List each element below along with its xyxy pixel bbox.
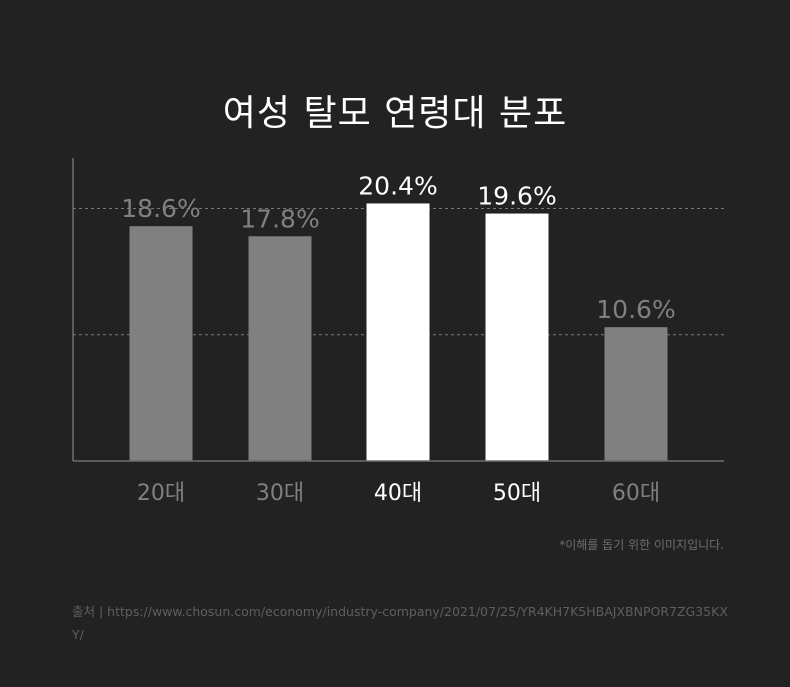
bar-60대 [604, 327, 668, 461]
value-labels: 18.6% 17.8% 20.4% 19.6% 10.6% [121, 171, 675, 324]
bar-40대 [366, 203, 430, 461]
category-label: 40대 [374, 481, 422, 506]
value-label: 10.6% [596, 295, 675, 324]
category-label: 30대 [256, 481, 304, 506]
bar-20대 [129, 226, 193, 461]
bar-30대 [248, 236, 312, 461]
chart-title: 여성 탈모 연령대 분포 [222, 93, 568, 134]
source-citation: 출처 | https://www.chosun.com/economy/indu… [72, 604, 728, 642]
value-label: 18.6% [121, 194, 200, 223]
value-label: 20.4% [358, 171, 437, 200]
category-label: 60대 [612, 481, 660, 506]
bars [129, 203, 668, 461]
value-label: 19.6% [477, 182, 556, 211]
value-label: 17.8% [240, 204, 319, 233]
disclaimer-note: *이해를 돕기 위한 이미지입니다. [559, 538, 724, 552]
category-label: 20대 [137, 481, 185, 506]
bar-50대 [485, 213, 549, 461]
category-labels: 20대 30대 40대 50대 60대 [137, 481, 660, 506]
category-label: 50대 [493, 481, 541, 506]
